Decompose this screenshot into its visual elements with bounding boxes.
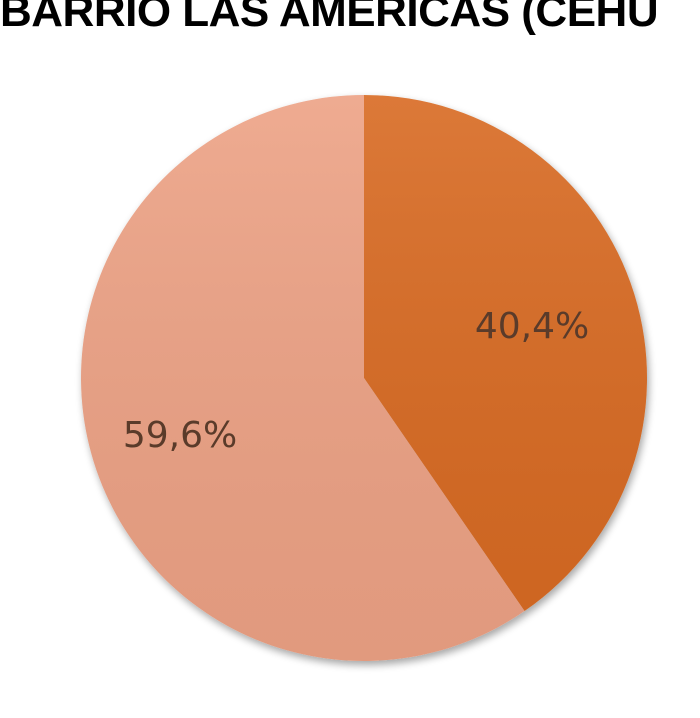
pie-slice-label-2: 59,6% — [123, 415, 237, 456]
pie-labels: 40,4% 59,6% — [123, 306, 589, 456]
pie-slices — [81, 95, 648, 662]
chart-title: BARRIO LAS AMERICAS (CEHU — [0, 0, 659, 36]
pie-slice-label-1: 40,4% — [475, 306, 589, 347]
